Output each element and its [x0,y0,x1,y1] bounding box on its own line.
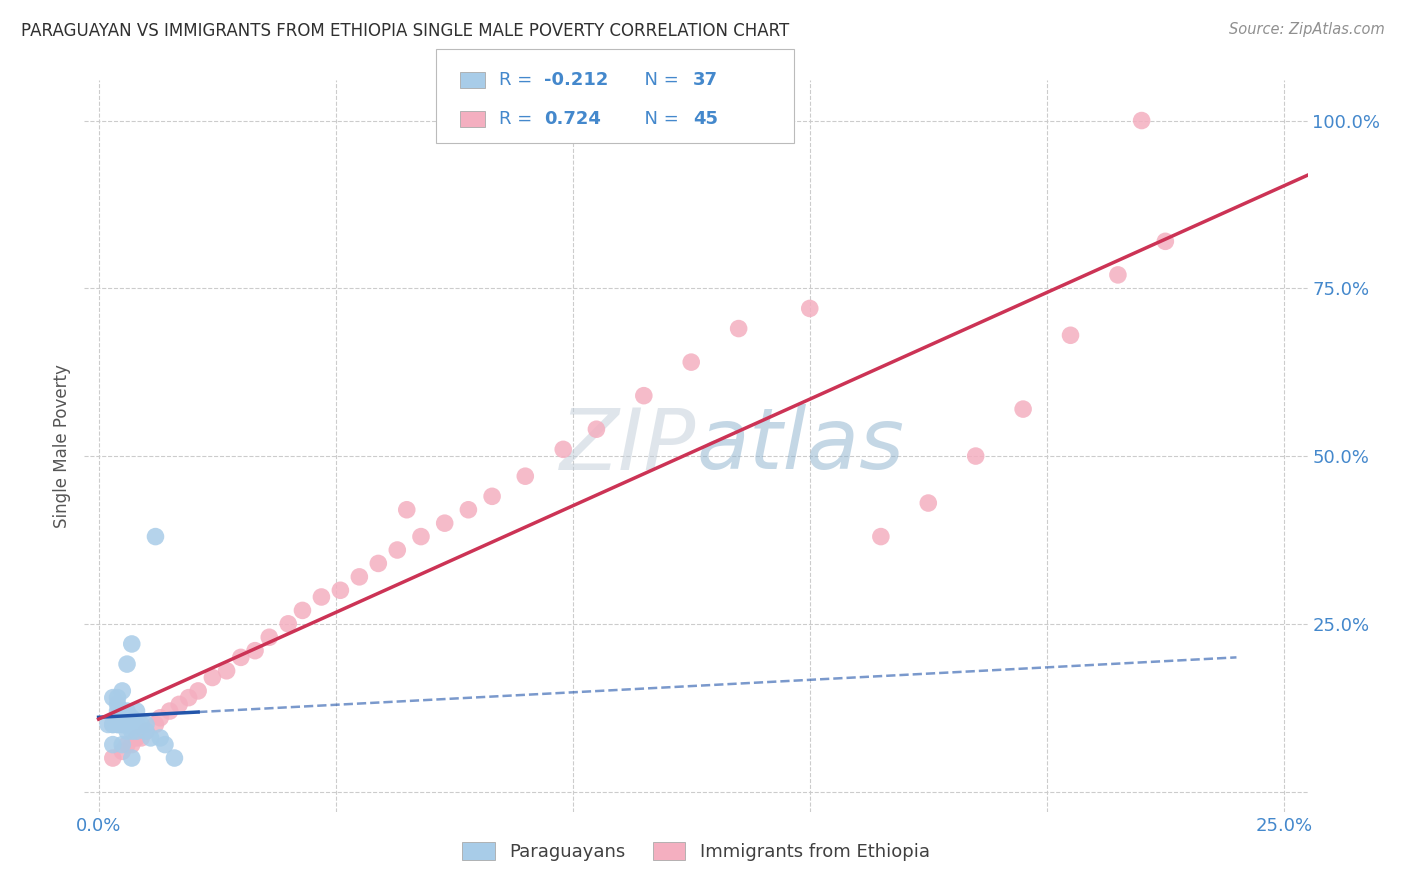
Point [201,671,224,685]
Point [681,355,703,369]
Point [115,738,138,752]
Point [121,637,143,651]
Point [367,557,389,571]
Point [121,717,143,731]
Text: 45: 45 [693,110,718,128]
Point [387,543,409,558]
Point [177,690,200,705]
Text: ZIP: ZIP [560,404,696,488]
Point [129,717,152,731]
Point [585,422,607,436]
Point [633,389,655,403]
Text: N =: N = [633,110,685,128]
Point [799,301,821,316]
Point [125,717,148,731]
Point [107,717,129,731]
Point [457,502,479,516]
Point [115,704,138,718]
Point [1107,268,1129,282]
Point [229,650,252,665]
Point [121,724,143,739]
Point [727,321,749,335]
Point [433,516,456,531]
Point [125,704,148,718]
Point [115,657,138,671]
Point [135,717,157,731]
Point [395,502,418,516]
Point [125,731,148,745]
Point [149,711,172,725]
Point [115,711,138,725]
Point [115,724,138,739]
Point [149,731,172,745]
Point [870,530,893,544]
Bar [460,111,485,127]
Point [215,664,238,678]
Point [101,717,124,731]
Point [1012,402,1035,417]
Text: R =: R = [499,70,538,88]
Point [101,690,124,705]
Text: 0.724: 0.724 [544,110,600,128]
Text: atlas: atlas [696,404,904,488]
Text: N =: N = [633,70,685,88]
Point [121,751,143,765]
Point [243,643,266,657]
Point [311,590,333,604]
Bar [460,71,485,87]
Point [167,698,190,712]
Text: PARAGUAYAN VS IMMIGRANTS FROM ETHIOPIA SINGLE MALE POVERTY CORRELATION CHART: PARAGUAYAN VS IMMIGRANTS FROM ETHIOPIA S… [21,22,789,40]
Point [965,449,987,463]
Text: -0.212: -0.212 [544,70,609,88]
Point [111,717,134,731]
Legend: Paraguayans, Immigrants from Ethiopia: Paraguayans, Immigrants from Ethiopia [456,835,936,869]
Point [121,711,143,725]
Point [277,616,299,631]
Point [107,704,129,718]
Point [153,738,176,752]
Point [409,530,432,544]
Point [111,684,134,698]
Point [163,751,186,765]
Point [515,469,537,483]
Point [481,489,503,503]
Text: R =: R = [499,110,538,128]
Point [329,583,352,598]
Point [121,738,143,752]
Point [145,717,167,731]
Point [187,684,209,698]
Point [553,442,575,457]
Point [97,717,120,731]
Point [107,690,129,705]
Point [115,717,138,731]
Point [101,717,124,731]
Point [1059,328,1081,343]
Point [129,731,152,745]
Point [107,698,129,712]
Point [135,724,157,739]
Point [135,724,157,739]
Point [125,724,148,739]
Y-axis label: Single Male Poverty: Single Male Poverty [53,364,72,528]
Point [145,530,167,544]
Point [111,717,134,731]
Point [111,744,134,758]
Point [291,603,314,617]
Point [111,711,134,725]
Text: Source: ZipAtlas.com: Source: ZipAtlas.com [1229,22,1385,37]
Point [1154,235,1177,249]
Point [139,731,162,745]
Point [101,751,124,765]
Text: 37: 37 [693,70,718,88]
Point [111,738,134,752]
Point [1130,113,1153,128]
Point [107,717,129,731]
Point [159,704,181,718]
Point [101,738,124,752]
Point [111,704,134,718]
Point [917,496,939,510]
Point [349,570,371,584]
Point [259,630,281,644]
